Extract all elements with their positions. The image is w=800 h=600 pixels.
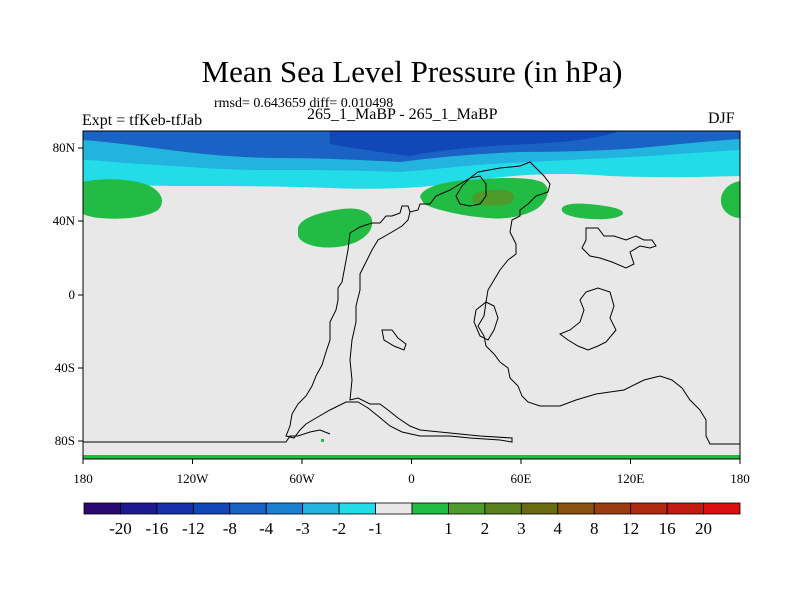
colorbar-swatch: [703, 502, 741, 515]
y-tick-label: 40N: [53, 213, 76, 228]
colorbar-label: -16: [146, 519, 169, 538]
anomaly-eurasia-core: [472, 189, 515, 206]
x-tick-label: 180: [73, 471, 93, 486]
colorbar-swatch: [338, 502, 376, 515]
colorbar-swatch: [229, 502, 267, 515]
y-tick-label: 40S: [55, 360, 75, 375]
x-tick-label: 180: [730, 471, 750, 486]
experiment-label: Expt = tfKeb-tfJab: [82, 112, 203, 129]
colorbar-swatch: [520, 502, 559, 515]
colorbar-label: 8: [590, 519, 599, 538]
y-axis: 80N 40N 0 40S 80S: [53, 140, 83, 448]
colorbar-label: -20: [109, 519, 132, 538]
colorbar-label: -2: [332, 519, 346, 538]
colorbar-swatch: [120, 502, 158, 515]
x-tick-label: 0: [408, 471, 415, 486]
colorbar-label: -12: [182, 519, 205, 538]
season-label: DJF: [708, 110, 735, 127]
y-tick-label: 80S: [55, 433, 75, 448]
arctic-band-darkest: [330, 131, 620, 156]
colorbar-label: 2: [481, 519, 490, 538]
stats-label: rmsd= 0.643659 diff= 0.010498: [214, 96, 394, 111]
anomaly-east-asia: [561, 203, 624, 220]
colorbar-swatch: [302, 502, 340, 515]
anomaly-antarctic-strip: [83, 455, 740, 459]
colorbar-swatch: [557, 502, 595, 515]
coastline-peninsula: [473, 301, 499, 341]
colorbar-swatch: [630, 502, 668, 515]
anomaly-pacific-east: [720, 181, 740, 218]
colorbar-swatch: [411, 502, 449, 515]
colorbar-swatch: [156, 502, 194, 515]
anomaly-north-atlantic: [298, 208, 373, 248]
colorbar-label: 12: [622, 519, 639, 538]
colorbar-label: -1: [368, 519, 382, 538]
colorbar-swatch: [448, 502, 486, 515]
colorbar-label: 16: [659, 519, 676, 538]
anomaly-antarctic-dot: [321, 439, 324, 442]
x-axis: 180 120W 60W 0 60E 120E 180: [73, 459, 750, 486]
colorbar-swatch: [192, 502, 231, 515]
coastline-island-mid: [381, 329, 407, 351]
y-tick-label: 80N: [53, 140, 76, 155]
colorbar-swatch: [265, 502, 304, 515]
colorbar-label: -4: [259, 519, 274, 538]
x-tick-label: 120E: [617, 471, 645, 486]
y-tick-label: 0: [69, 287, 76, 302]
colorbar-swatch: [484, 502, 522, 515]
colorbar-label: 1: [444, 519, 453, 538]
x-tick-label: 60W: [289, 471, 315, 486]
coastline-main-continent: [285, 205, 513, 443]
page-title: Mean Sea Level Pressure (in hPa): [201, 54, 623, 89]
coastline-island-east: [558, 287, 617, 351]
subtitle-label: 265_1_MaBP - 265_1_MaBP: [307, 106, 498, 123]
colorbar-label: -8: [223, 519, 237, 538]
x-tick-label: 60E: [511, 471, 532, 486]
colorbar-label: 20: [695, 519, 712, 538]
coastline-southern-rim: [83, 429, 331, 443]
colorbar: -20 -16 -12 -8 -4 -3 -2 -1 1 2 3 4 8 12 16 20: [83, 502, 741, 538]
coastline-northern-islands: [455, 175, 487, 207]
colorbar-swatch: [593, 502, 632, 515]
colorbar-swatch: [375, 502, 413, 515]
map-plot-area: [83, 131, 740, 459]
colorbar-label: 3: [517, 519, 526, 538]
colorbar-swatch: [666, 502, 704, 515]
colorbar-swatch: [83, 502, 121, 515]
colorbar-label: 4: [554, 519, 563, 538]
colorbar-label: -3: [296, 519, 310, 538]
coastline-east-asia: [581, 227, 657, 269]
x-tick-label: 120W: [177, 471, 210, 486]
coastlines: [83, 161, 740, 445]
anomaly-pacific-west: [83, 179, 162, 219]
